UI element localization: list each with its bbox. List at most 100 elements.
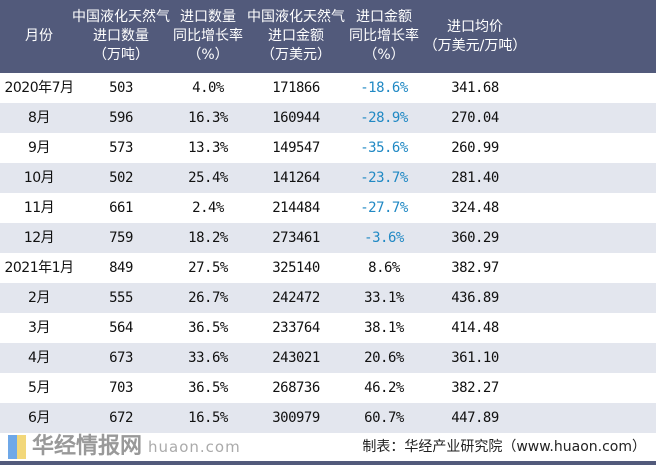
header-line: 同比增长率	[173, 28, 243, 44]
cell-import-value: 273461	[272, 230, 320, 246]
table-row: 5月 703 36.5% 268736 46.2% 382.27	[0, 373, 656, 403]
header-line: （%）	[363, 47, 405, 63]
cell-value-yoy: -3.6%	[364, 230, 404, 246]
table-row: 2月 555 26.7% 242472 33.1% 436.89	[0, 283, 656, 313]
table-row: 11月 661 2.4% 214484 -27.7% 324.48	[0, 193, 656, 223]
header-import-value: 中国液化天然气 进口金额 （万美元）	[247, 0, 345, 73]
cell-import-volume: 849	[109, 260, 133, 276]
cell-import-value: 268736	[272, 380, 320, 396]
cell-import-value: 243021	[272, 350, 320, 366]
cell-month: 4月	[28, 350, 50, 366]
cell-import-volume: 596	[109, 110, 133, 126]
cell-import-volume: 703	[109, 380, 133, 396]
table-row: 10月 502 25.4% 141264 -23.7% 281.40	[0, 163, 656, 193]
header-line: （万美元/万吨）	[423, 37, 527, 54]
cell-month: 9月	[28, 140, 50, 156]
cell-volume-yoy: 25.4%	[188, 170, 228, 186]
cell-avg-price: 270.04	[451, 110, 499, 126]
cell-month: 5月	[28, 380, 50, 396]
cell-import-value: 171866	[272, 80, 320, 96]
cell-avg-price: 361.10	[451, 350, 499, 366]
bottom-divider	[0, 461, 656, 465]
cell-import-value: 233764	[272, 320, 320, 336]
cell-month: 2020年7月	[4, 80, 74, 96]
huaon-logo-icon	[8, 435, 26, 459]
table-row: 8月 596 16.3% 160944 -28.9% 270.04	[0, 103, 656, 133]
header-line: 进口均价	[447, 18, 503, 35]
header-line: （万吨）	[93, 47, 149, 63]
table-row: 2021年1月 849 27.5% 325140 8.6% 382.97	[0, 253, 656, 283]
cell-month: 6月	[28, 410, 50, 426]
cell-volume-yoy: 36.5%	[188, 320, 228, 336]
cell-import-volume: 573	[109, 140, 133, 156]
cell-avg-price: 260.99	[451, 140, 499, 156]
cell-value-yoy: 38.1%	[364, 320, 404, 336]
cell-avg-price: 436.89	[451, 290, 499, 306]
table-header: 月份 中国液化天然气 进口数量 （万吨） 进口数量 同比增长率 （%） 中国液化天然气 进口金额…	[0, 0, 656, 73]
cell-avg-price: 341.68	[451, 80, 499, 96]
header-line: （万美元）	[261, 47, 331, 63]
cell-avg-price: 382.97	[451, 260, 499, 276]
cell-import-volume: 555	[109, 290, 133, 306]
cell-month: 10月	[23, 170, 55, 186]
cell-import-volume: 673	[109, 350, 133, 366]
cell-import-volume: 564	[109, 320, 133, 336]
cell-import-volume: 661	[109, 200, 133, 216]
cell-value-yoy: 60.7%	[364, 410, 404, 426]
source-note: 制表：华经产业研究院（www.huaon.com）	[362, 439, 646, 455]
cell-month: 8月	[28, 110, 50, 126]
cell-avg-price: 414.48	[451, 320, 499, 336]
table-row: 3月 564 36.5% 233764 38.1% 414.48	[0, 313, 656, 343]
header-line: 中国液化天然气	[72, 9, 170, 25]
cell-volume-yoy: 4.0%	[192, 80, 224, 96]
cell-volume-yoy: 36.5%	[188, 380, 228, 396]
cell-volume-yoy: 16.3%	[188, 110, 228, 126]
cell-month: 11月	[23, 200, 55, 216]
header-line: 同比增长率	[349, 28, 419, 44]
cell-volume-yoy: 27.5%	[188, 260, 228, 276]
cell-import-value: 300979	[272, 410, 320, 426]
cell-value-yoy: -23.7%	[360, 170, 408, 186]
cell-value-yoy: -28.9%	[360, 110, 408, 126]
cell-avg-price: 324.48	[451, 200, 499, 216]
cell-value-yoy: 46.2%	[364, 380, 404, 396]
header-import-volume: 中国液化天然气 进口数量 （万吨）	[72, 0, 170, 73]
cell-month: 2021年1月	[4, 260, 74, 276]
cell-month: 2月	[28, 290, 50, 306]
cell-value-yoy: -35.6%	[360, 140, 408, 156]
table-row: 9月 573 13.3% 149547 -35.6% 260.99	[0, 133, 656, 163]
cell-import-value: 141264	[272, 170, 320, 186]
cell-volume-yoy: 33.6%	[188, 350, 228, 366]
cell-import-value: 242472	[272, 290, 320, 306]
header-line: 进口金额	[268, 28, 324, 44]
cell-volume-yoy: 13.3%	[188, 140, 228, 156]
header-volume-yoy: 进口数量同比增长率 （%）	[173, 0, 243, 73]
cell-avg-price: 360.29	[451, 230, 499, 246]
cell-volume-yoy: 2.4%	[192, 200, 224, 216]
table-row: 2020年7月 503 4.0% 171866 -18.6% 341.68	[0, 73, 656, 103]
cell-avg-price: 281.40	[451, 170, 499, 186]
header-line: 进口金额	[356, 9, 412, 25]
cell-value-yoy: 20.6%	[364, 350, 404, 366]
watermark-logo: 华经情报网 huaon.com	[8, 433, 241, 461]
cell-import-value: 214484	[272, 200, 320, 216]
cell-value-yoy: 8.6%	[368, 260, 400, 276]
table-row: 4月 673 33.6% 243021 20.6% 361.10	[0, 343, 656, 373]
cell-avg-price: 447.89	[451, 410, 499, 426]
header-avg-price: 进口均价 （万美元/万吨）	[424, 0, 527, 73]
header-line: 进口数量	[93, 28, 149, 44]
header-line: 中国液化天然气	[247, 9, 345, 25]
cell-import-volume: 502	[109, 170, 133, 186]
cell-value-yoy: 33.1%	[364, 290, 404, 306]
cell-volume-yoy: 26.7%	[188, 290, 228, 306]
header-line: （%）	[187, 47, 229, 63]
cell-value-yoy: -18.6%	[360, 80, 408, 96]
table-row: 6月 672 16.5% 300979 60.7% 447.89	[0, 403, 656, 433]
cell-volume-yoy: 18.2%	[188, 230, 228, 246]
cell-import-volume: 759	[109, 230, 133, 246]
header-value-yoy: 进口金额同比增长率 （%）	[349, 0, 419, 73]
header-month: 月份	[25, 0, 53, 73]
cell-value-yoy: -27.7%	[360, 200, 408, 216]
header-line: 进口数量	[180, 9, 236, 25]
header-line: 月份	[25, 28, 53, 44]
